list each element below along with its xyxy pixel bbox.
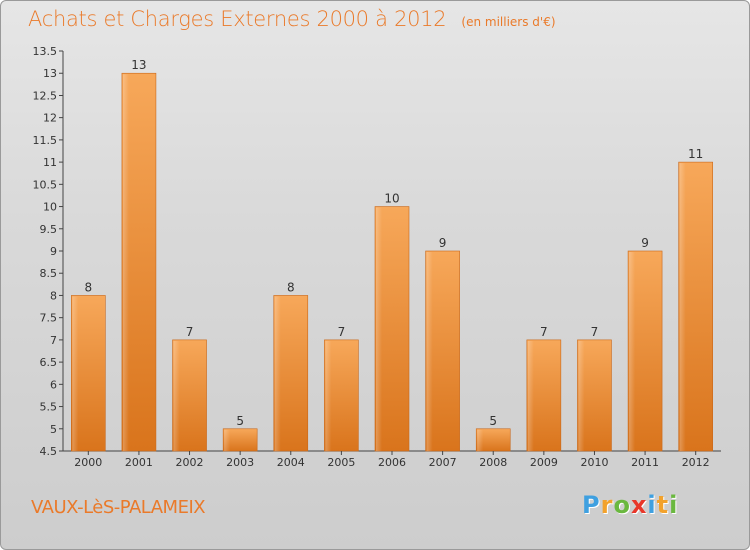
x-tick-label: 2001 xyxy=(125,456,153,469)
x-tick-label: 2005 xyxy=(327,456,355,469)
y-tick-label: 5 xyxy=(50,423,57,436)
bar-highlight xyxy=(679,163,686,451)
logo-letter: t xyxy=(656,491,670,519)
y-tick-label: 9 xyxy=(50,245,57,258)
bar-value-label: 10 xyxy=(384,192,399,206)
bar-highlight xyxy=(122,74,129,451)
x-tick-label: 2002 xyxy=(176,456,204,469)
logo-letter: o xyxy=(613,491,631,519)
y-tick-label: 12.5 xyxy=(33,89,58,102)
y-tick-label: 6.5 xyxy=(40,356,58,369)
logo-letter: r xyxy=(600,491,614,519)
logo-letter: x xyxy=(630,491,648,519)
bar-value-label: 9 xyxy=(641,236,649,250)
x-tick-label: 2010 xyxy=(580,456,608,469)
x-tick-label: 2006 xyxy=(378,456,406,469)
y-tick-label: 4.5 xyxy=(40,445,58,458)
x-tick-label: 2009 xyxy=(530,456,558,469)
title-block: Achats et Charges Externes 2000 à 2012 (… xyxy=(28,7,556,31)
bar-value-label: 5 xyxy=(489,414,497,428)
x-tick-label: 2004 xyxy=(277,456,305,469)
y-tick-label: 10 xyxy=(43,201,57,214)
bar-value-label: 7 xyxy=(186,325,194,339)
y-tick-label: 11 xyxy=(43,156,57,169)
bar-value-label: 11 xyxy=(688,147,703,161)
bar-highlight xyxy=(173,340,180,451)
y-tick-label: 10.5 xyxy=(33,178,58,191)
bar-value-label: 8 xyxy=(84,280,92,294)
bar-highlight xyxy=(72,296,79,451)
bar-value-label: 8 xyxy=(287,280,295,294)
x-tick-label: 2000 xyxy=(74,456,102,469)
bar-highlight xyxy=(578,340,585,451)
y-tick-label: 8.5 xyxy=(40,267,58,280)
bar-highlight xyxy=(376,207,382,451)
x-tick-label: 2008 xyxy=(479,456,507,469)
y-tick-label: 6 xyxy=(50,378,57,391)
bar-highlight xyxy=(224,429,231,451)
bar-value-label: 5 xyxy=(236,414,244,428)
chart-title: Achats et Charges Externes 2000 à 2012 xyxy=(28,7,447,31)
y-tick-label: 5.5 xyxy=(40,401,58,414)
y-tick-label: 13.5 xyxy=(33,45,58,58)
bar-value-label: 9 xyxy=(439,236,447,250)
bar-value-label: 13 xyxy=(131,58,146,72)
bar-highlight xyxy=(527,340,534,451)
bar-highlight xyxy=(274,296,281,451)
y-tick-label: 13 xyxy=(43,67,57,80)
logo-letter: P xyxy=(582,491,601,519)
y-tick-label: 9.5 xyxy=(40,223,58,236)
x-tick-label: 2011 xyxy=(631,456,659,469)
bar-highlight xyxy=(325,340,332,451)
x-tick-label: 2012 xyxy=(682,456,710,469)
bar-value-label: 7 xyxy=(591,325,599,339)
bar-highlight xyxy=(426,252,433,451)
proxiti-logo[interactable]: Proxiti xyxy=(582,491,678,519)
bar-value-label: 7 xyxy=(540,325,548,339)
x-tick-label: 2003 xyxy=(226,456,254,469)
bar-value-label: 7 xyxy=(338,325,346,339)
logo-letter: i xyxy=(647,491,657,519)
y-tick-label: 11.5 xyxy=(33,134,58,147)
y-tick-label: 8 xyxy=(50,289,57,302)
y-tick-label: 7.5 xyxy=(40,312,58,325)
y-tick-label: 12 xyxy=(43,112,57,125)
commune-name: VAUX-LèS-PALAMEIX xyxy=(31,497,206,518)
chart-subtitle: (en milliers d'€) xyxy=(461,15,556,29)
bar-highlight xyxy=(477,429,484,451)
x-tick-label: 2007 xyxy=(429,456,457,469)
y-tick-label: 7 xyxy=(50,334,57,347)
logo-letter: i xyxy=(669,491,679,519)
bar-highlight xyxy=(629,252,636,451)
